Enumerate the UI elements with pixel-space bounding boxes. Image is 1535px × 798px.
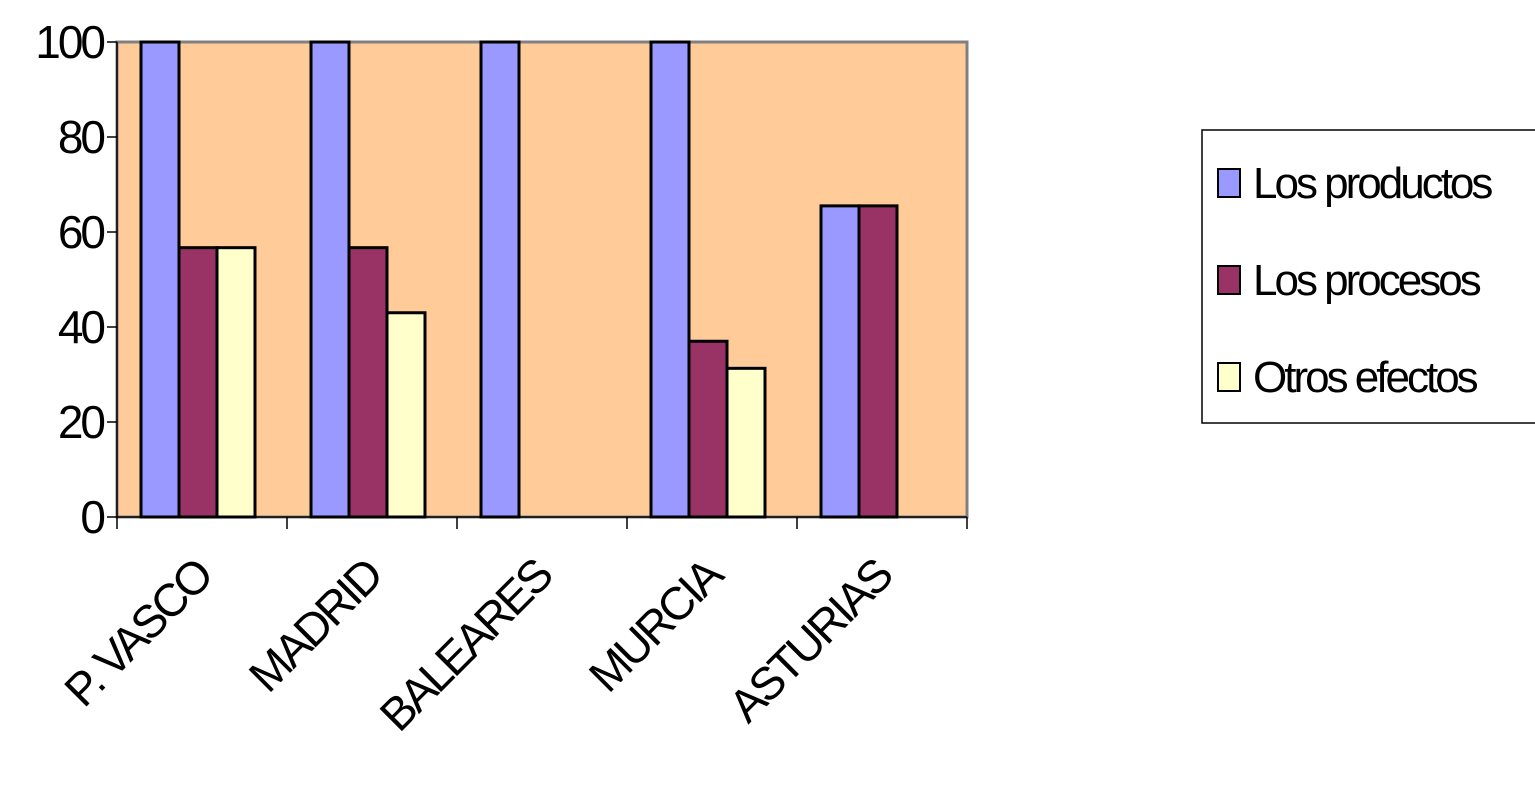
- y-tick-label: 100: [35, 16, 104, 68]
- bars-group: [139, 40, 899, 519]
- bar: [819, 204, 861, 519]
- bar: [857, 204, 899, 519]
- legend-swatch: [1217, 265, 1241, 295]
- bar: [725, 366, 767, 519]
- y-tick-label: 40: [58, 301, 105, 353]
- y-tick-label: 20: [58, 396, 105, 448]
- legend-label: Otros efectos: [1253, 353, 1478, 402]
- bar: [687, 339, 729, 519]
- bar: [649, 40, 691, 519]
- bar: [309, 40, 351, 519]
- bar: [215, 246, 257, 519]
- legend-swatch: [1217, 168, 1241, 198]
- y-tick-label: 60: [58, 206, 105, 258]
- bar: [139, 40, 181, 519]
- x-category-label: ASTURIAS: [719, 548, 902, 731]
- legend: Los productos Los procesos Otros efectos: [1201, 129, 1535, 424]
- y-axis-ticks: 0 20 40 60 80 100: [35, 16, 117, 543]
- bar: [479, 40, 521, 519]
- x-category-label: P. VASCO: [54, 548, 222, 716]
- legend-swatch: [1217, 362, 1241, 392]
- legend-label: Los procesos: [1253, 256, 1481, 305]
- x-category-label: MURCIA: [579, 547, 734, 702]
- legend-box: [1201, 129, 1535, 424]
- y-tick-label: 80: [58, 111, 105, 163]
- x-category-label: BALEARES: [370, 548, 562, 740]
- bar: [347, 246, 389, 519]
- y-tick-label: 0: [80, 491, 104, 543]
- legend-label: Los productos: [1253, 159, 1492, 208]
- bar: [177, 246, 219, 519]
- bar: [385, 311, 427, 519]
- x-category-label: MADRID: [239, 548, 393, 702]
